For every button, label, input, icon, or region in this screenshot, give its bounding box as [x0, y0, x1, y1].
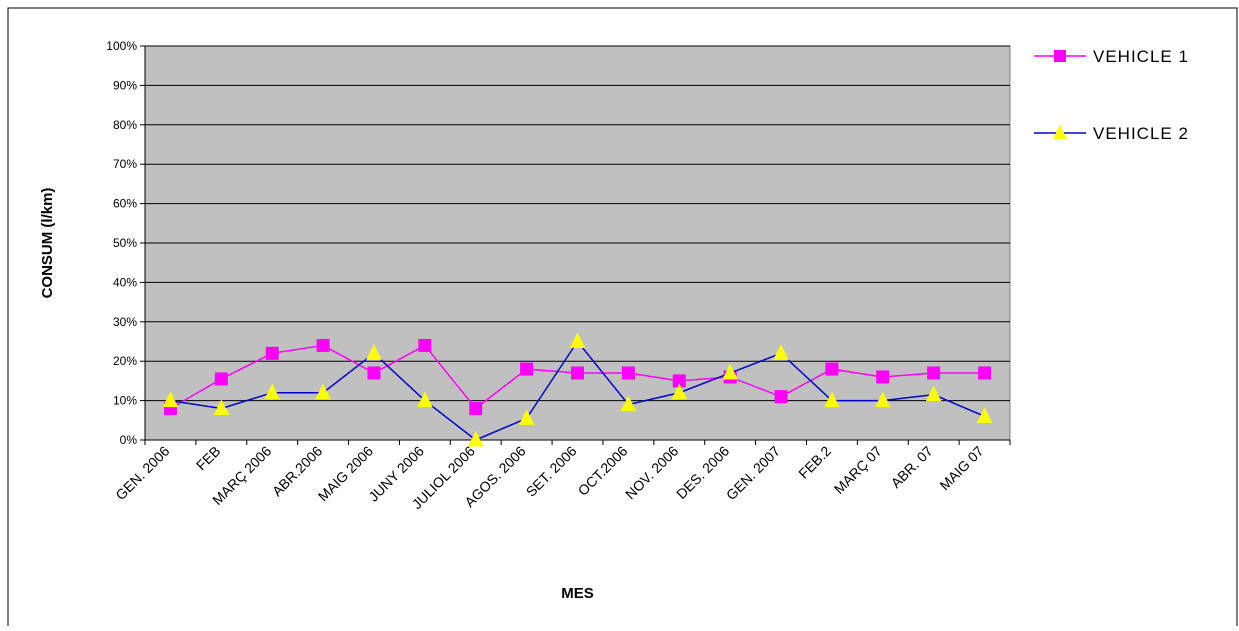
data-point — [925, 385, 942, 402]
data-point — [418, 338, 432, 352]
y-tick-label: 60% — [113, 197, 137, 211]
data-point — [366, 344, 382, 360]
data-point — [571, 366, 584, 380]
data-point — [773, 344, 789, 360]
y-tick-label: 90% — [113, 78, 137, 92]
data-point — [976, 407, 993, 423]
data-point — [671, 383, 688, 400]
series — [162, 332, 993, 447]
legend: VEHICLE 1 VEHICLE 2 — [1034, 47, 1189, 143]
y-tick-label: 80% — [113, 118, 137, 132]
y-tick-label: 0% — [120, 433, 138, 447]
data-point — [265, 346, 279, 360]
data-point — [824, 391, 840, 408]
y-tick-labels: 0% 10% 20% 30% 40% 50% 60% 70% 80% 90% 100% — [106, 39, 137, 447]
series-1 — [163, 338, 992, 415]
data-point — [315, 383, 331, 400]
data-point — [316, 338, 330, 352]
data-point — [213, 399, 230, 415]
data-point — [569, 332, 586, 348]
data-point — [214, 372, 228, 386]
y-axis-title: CONSUM (l/km) — [39, 188, 56, 299]
legend-label: VEHICLE 2 — [1093, 124, 1189, 143]
legend-item-1: VEHICLE 1 — [1034, 47, 1189, 66]
data-point — [520, 362, 534, 376]
legend-item-2: VEHICLE 2 — [1034, 124, 1189, 143]
data-point — [621, 366, 635, 380]
data-point — [162, 391, 179, 408]
data-point — [774, 390, 788, 404]
data-point — [874, 391, 891, 408]
x-axis-title: MES — [561, 585, 594, 602]
y-tick-label: 50% — [113, 236, 137, 250]
y-tick-label: 10% — [113, 394, 137, 408]
data-point — [927, 366, 941, 380]
data-point — [978, 366, 992, 380]
data-point — [876, 370, 890, 384]
data-point — [417, 391, 433, 408]
data-point — [825, 362, 839, 376]
data-point — [467, 430, 484, 447]
data-point — [469, 401, 483, 415]
data-point — [620, 395, 637, 412]
axes — [144, 46, 1011, 445]
y-tick-label: 30% — [113, 315, 137, 329]
data-point — [722, 363, 738, 380]
y-tick-label: 40% — [113, 275, 137, 289]
y-tick-label: 20% — [113, 354, 137, 368]
legend-marker — [1053, 125, 1067, 139]
series-2 — [162, 332, 993, 447]
y-tick-label: 70% — [113, 157, 137, 171]
legend-marker — [1054, 50, 1066, 62]
legend-label: VEHICLE 1 — [1093, 47, 1189, 66]
data-point — [518, 409, 535, 425]
data-point — [264, 383, 281, 400]
gridlines — [140, 45, 1010, 441]
y-tick-label: 100% — [106, 39, 137, 53]
data-point — [367, 366, 381, 380]
